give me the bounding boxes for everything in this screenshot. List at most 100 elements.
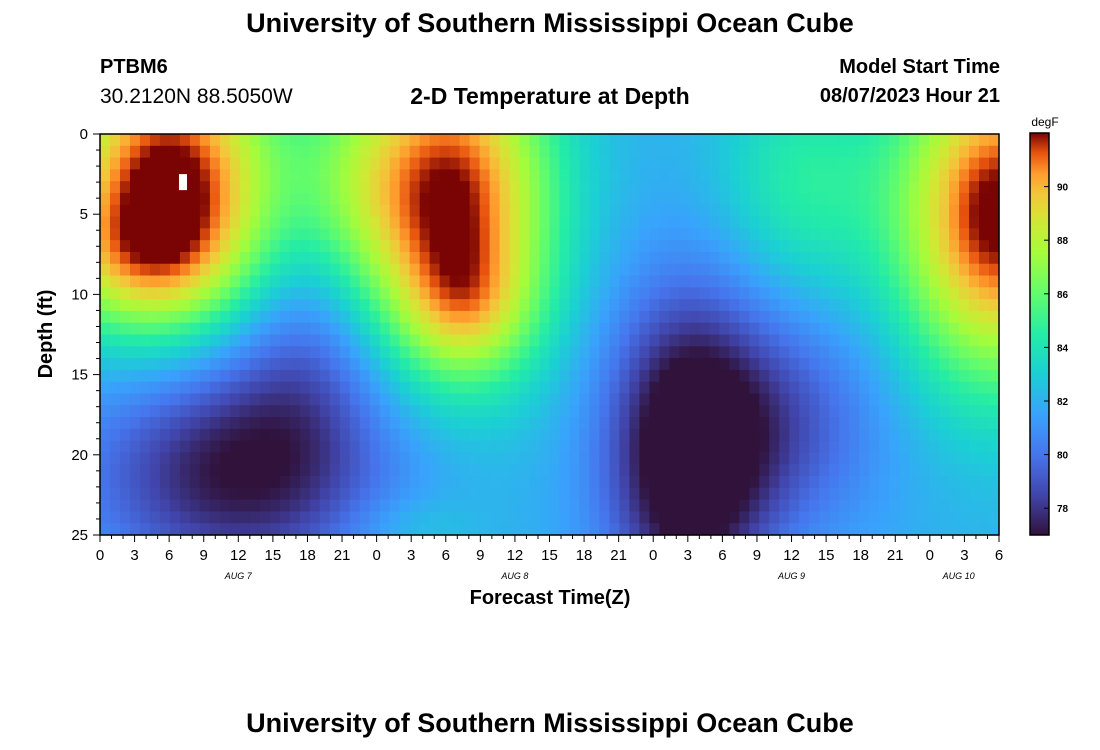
heatmap-cell <box>949 169 960 182</box>
heatmap-cell <box>399 134 411 147</box>
heatmap-cell <box>169 428 181 442</box>
heatmap-cell <box>269 287 281 300</box>
heatmap-cell <box>289 251 301 265</box>
heatmap-cell <box>599 369 611 383</box>
heatmap-cell <box>699 263 710 277</box>
heatmap-cell <box>849 204 860 218</box>
heatmap-cell <box>829 181 840 194</box>
heatmap-cell <box>679 346 690 359</box>
heatmap-cell <box>229 251 241 265</box>
heatmap-cell <box>259 134 271 147</box>
heatmap-cell <box>799 405 810 418</box>
heatmap-cell <box>389 145 401 159</box>
heatmap-cell <box>259 192 271 206</box>
heatmap-cell <box>519 369 531 383</box>
heatmap-cell <box>409 169 421 182</box>
heatmap-cell <box>599 358 611 371</box>
heatmap-cell <box>289 393 301 406</box>
heatmap-cell <box>269 452 281 465</box>
heatmap-cell <box>429 181 441 194</box>
heatmap-cell <box>599 169 611 182</box>
heatmap-cell <box>189 487 201 501</box>
heatmap-cell <box>639 299 650 312</box>
heatmap-cell <box>829 157 840 170</box>
heatmap-cell <box>279 310 291 324</box>
heatmap-cell <box>979 204 990 218</box>
heatmap-cell <box>199 369 211 383</box>
heatmap-cell <box>689 358 700 371</box>
heatmap-cell <box>169 251 181 265</box>
heatmap-cell <box>959 393 970 406</box>
heatmap-cell <box>819 134 830 147</box>
heatmap-cell <box>799 134 810 147</box>
heatmap-cell <box>229 381 241 395</box>
heatmap-cell <box>759 157 770 170</box>
heatmap-cell <box>669 369 680 383</box>
heatmap-cell <box>389 169 401 182</box>
heatmap-cell <box>659 358 670 371</box>
heatmap-cell <box>169 381 181 395</box>
heatmap-cell <box>439 240 451 253</box>
heatmap-cell <box>509 169 521 182</box>
heatmap-cell <box>909 381 920 395</box>
heatmap-cell <box>749 487 760 501</box>
heatmap-cell <box>149 287 161 300</box>
heatmap-cell <box>119 228 131 241</box>
heatmap-cell <box>679 275 690 288</box>
heatmap-cell <box>399 181 411 194</box>
heatmap-cell <box>909 263 920 277</box>
heatmap-cell <box>799 440 810 454</box>
heatmap-cell <box>389 263 401 277</box>
heatmap-cell <box>919 287 930 300</box>
heatmap-cell <box>109 393 121 406</box>
heatmap-cell <box>159 251 171 265</box>
heatmap-cell <box>709 511 720 524</box>
heatmap-cell <box>939 181 950 194</box>
heatmap-cell <box>289 381 301 395</box>
heatmap-cell <box>159 417 171 430</box>
heatmap-cell <box>279 263 291 277</box>
heatmap-cell <box>529 310 541 324</box>
heatmap-cell <box>319 393 331 406</box>
heatmap-cell <box>239 393 251 406</box>
heatmap-cell <box>529 192 541 206</box>
heatmap-cell <box>689 405 700 418</box>
heatmap-cell <box>339 228 351 241</box>
heatmap-cell <box>119 346 131 359</box>
heatmap-cell <box>899 334 910 347</box>
heatmap-cell <box>849 499 860 513</box>
heatmap-cell <box>839 169 850 182</box>
heatmap-cell <box>100 228 111 241</box>
heatmap-cell <box>549 369 561 383</box>
heatmap-cell <box>219 393 231 406</box>
heatmap-cell <box>669 476 680 489</box>
heatmap-cell <box>149 417 161 430</box>
heatmap-cell <box>929 487 940 501</box>
heatmap-cell <box>429 169 441 182</box>
heatmap-cell <box>949 204 960 218</box>
heatmap-cell <box>789 358 800 371</box>
heatmap-cell <box>359 428 371 442</box>
heatmap-cell <box>939 134 950 147</box>
heatmap-cell <box>539 322 551 336</box>
heatmap-cell <box>229 405 241 418</box>
heatmap-cell <box>829 346 840 359</box>
heatmap-cell <box>249 346 261 359</box>
heatmap-cell <box>499 428 511 442</box>
heatmap-cell <box>899 251 910 265</box>
heatmap-cell <box>649 240 660 253</box>
heatmap-cell <box>589 157 601 170</box>
heatmap-cell <box>749 476 760 489</box>
heatmap-cell <box>839 393 850 406</box>
heatmap-cell <box>299 511 311 524</box>
heatmap-cell <box>159 299 171 312</box>
heatmap-cell <box>679 228 690 241</box>
heatmap-cell <box>779 251 790 265</box>
heatmap-cell <box>409 346 421 359</box>
heatmap-cell <box>949 523 960 536</box>
heatmap-cell <box>499 275 511 288</box>
heatmap-cell <box>979 369 990 383</box>
heatmap-cell <box>189 440 201 454</box>
heatmap-cell <box>199 228 211 241</box>
heatmap-cell <box>149 157 161 170</box>
